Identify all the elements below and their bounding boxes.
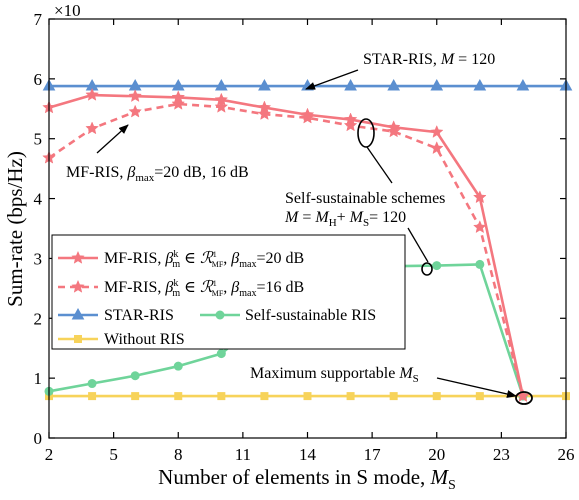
series-mf20 [42, 87, 530, 402]
legend-label-star: STAR-RIS [104, 307, 174, 324]
x-tick-label: 8 [174, 445, 183, 464]
legend-label-mf20: MF-RIS, βk m ∈ ℛ1 MF, βmax=20 dB [104, 248, 304, 270]
data-point-mf20 [257, 100, 272, 114]
data-point-star [214, 79, 228, 91]
data-point-mf16 [171, 96, 186, 110]
y-axis-label: Sum-rate (bps/Hz) [3, 151, 27, 307]
data-point-mf16 [429, 141, 444, 155]
annot-max-supp: Maximum supportable MS [250, 365, 419, 385]
data-point-mf16 [214, 99, 229, 113]
data-point-self [173, 361, 183, 371]
data-point-mf20 [85, 87, 99, 101]
data-point-none [475, 392, 484, 401]
series-line-mf20 [48, 93, 525, 397]
data-point-mf16 [128, 104, 142, 118]
y-tick-label: 1 [34, 369, 43, 388]
data-point-mf20 [429, 124, 444, 138]
y-multiplier: ×10 [54, 1, 81, 20]
data-point-self [475, 259, 485, 269]
data-point-star [258, 79, 271, 91]
x-tick-label: 2 [45, 445, 54, 464]
data-point-mf16 [343, 118, 358, 132]
data-point-star [344, 79, 357, 91]
x-tick-label: 26 [558, 445, 575, 464]
series-none [45, 392, 570, 401]
legend: MF-RIS, βk m ∈ ℛ1 MF, βmax=20 dB MF-RIS, βk… [51, 234, 406, 350]
data-point-none [131, 392, 140, 401]
legend-label-self: Self-sustainable RIS [245, 307, 376, 324]
data-point-mf20 [214, 92, 229, 106]
annot-arrow-star [305, 69, 359, 90]
data-point-mf20 [343, 112, 358, 126]
data-point-none [260, 392, 269, 401]
annot-arrow-max [436, 377, 517, 398]
annot-ellipse-mf [357, 118, 375, 148]
data-point-none [389, 392, 398, 401]
annot-mf-ris: MF-RIS, βmax=20 dB, 16 dB [66, 164, 249, 184]
legend-marker-self [215, 310, 225, 320]
data-point-mf20 [128, 89, 142, 102]
annot-self-line2: M = MH+ MS= 120 [284, 209, 406, 229]
legend-marker-star [71, 307, 85, 320]
legend-label-mf16: MF-RIS, βk m ∈ ℛ1 MF, βmax=16 dB [104, 277, 304, 299]
legend-marker-none [74, 335, 82, 343]
annot-star-ris: STAR-RIS, M = 120 [363, 51, 495, 68]
annot-ellipse-max [515, 391, 533, 405]
data-point-none [432, 392, 441, 401]
annot-ellipse-self [421, 262, 433, 276]
data-point-mf16 [386, 124, 401, 138]
data-point-none [174, 392, 183, 401]
legend-label-none: Without RIS [104, 331, 185, 348]
data-point-mf16 [257, 107, 272, 120]
data-point-self [432, 261, 442, 271]
data-point-mf16 [85, 121, 99, 135]
y-tick-label: 4 [34, 190, 43, 209]
data-point-star [430, 79, 444, 91]
x-tick-label: 20 [428, 445, 445, 464]
data-point-mf20 [386, 120, 401, 134]
y-tick-label: 0 [34, 429, 43, 448]
series-line-mf16 [48, 102, 525, 397]
legend-box [51, 234, 406, 350]
annot-arrow-self-top [366, 146, 393, 184]
data-point-star [171, 79, 185, 91]
data-point-self [87, 379, 97, 389]
legend-marker-mf16 [71, 279, 85, 293]
legend-marker-mf20 [71, 250, 85, 264]
data-point-mf20 [473, 190, 487, 204]
annot-arrow-self-bottom [407, 227, 429, 263]
y-tick-label: 6 [34, 70, 43, 89]
y-tick-label: 3 [34, 249, 43, 268]
data-point-star [516, 79, 530, 91]
data-point-none [346, 392, 355, 401]
data-point-mf20 [300, 107, 315, 121]
y-tick-label: 2 [34, 309, 43, 328]
y-tick-label: 7 [34, 10, 43, 29]
x-axis-label: Number of elements in S mode, MS [158, 465, 456, 493]
x-tick-label: 5 [109, 445, 118, 464]
data-point-none [88, 392, 97, 401]
y-tick-label: 5 [34, 130, 43, 149]
annot-self-line1: Self-sustainable schemes [285, 190, 445, 207]
annot-arrow-mf [96, 124, 129, 154]
x-tick-label: 14 [299, 445, 317, 464]
data-point-self [130, 371, 140, 381]
data-point-none [217, 392, 226, 401]
x-tick-label: 23 [493, 445, 510, 464]
data-point-star [473, 79, 487, 91]
data-point-none [303, 392, 312, 401]
data-point-star [387, 79, 401, 91]
x-tick-label: 17 [364, 445, 382, 464]
x-tick-label: 11 [235, 445, 251, 464]
data-point-mf20 [171, 90, 186, 104]
data-point-self [216, 349, 226, 359]
